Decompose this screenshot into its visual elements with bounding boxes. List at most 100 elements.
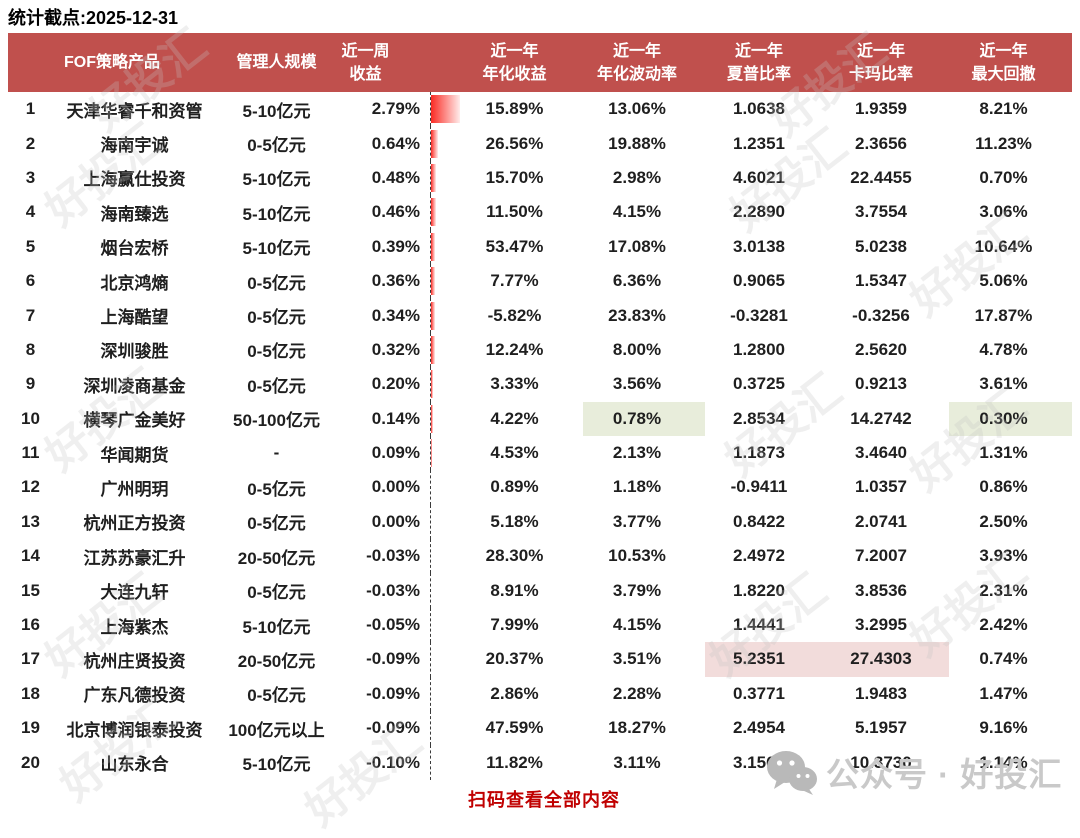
cell-volatility: 3.11% <box>613 752 661 772</box>
data-bar-lane <box>430 539 460 574</box>
cell-week-return: 0.00% <box>371 477 420 497</box>
cell-week-return: 0.36% <box>371 271 420 291</box>
cell-product-name: 海南臻选 <box>100 204 169 224</box>
cell-max-drawdown: 1.47% <box>979 683 1028 703</box>
cell-product-name: 山东永合 <box>100 755 169 775</box>
cell-product-name: 天津华睿千和资管 <box>66 101 203 121</box>
cell-sharpe: 0.9065 <box>733 271 785 291</box>
data-bar-lane <box>430 676 460 712</box>
data-bar-lane <box>430 367 460 402</box>
data-bar-lane <box>430 470 460 505</box>
cell-rank: 20 <box>21 752 40 772</box>
cell-rank: 5 <box>25 236 36 256</box>
cell-manager-scale: 5-10亿元 <box>242 617 311 637</box>
cell-product-name: 横琴广金美好 <box>83 411 186 431</box>
cell-sharpe: 2.4972 <box>733 546 785 566</box>
cell-manager-scale: 5-10亿元 <box>242 204 311 224</box>
cell-volatility: 8.00% <box>612 339 662 359</box>
cell-calmar: 10.3730 <box>850 752 912 772</box>
wechat-footer: 公众号 · 好投汇 <box>766 748 1062 796</box>
col-header-product: FOF策略产品 <box>64 54 160 71</box>
cell-sharpe: 1.4441 <box>733 615 785 635</box>
cell-max-drawdown: 0.74% <box>979 649 1028 669</box>
cell-week-return: 2.79% <box>371 99 420 119</box>
table-body: 1 天津华睿千和资管 5-10亿元 2.79% 15.89% 13.06% 1.0638 1.… <box>8 92 1072 780</box>
wechat-account-label: 公众号 · 好投汇 <box>826 756 1063 793</box>
cell-rank: 8 <box>25 339 36 359</box>
cell-max-drawdown: 2.31% <box>979 580 1028 600</box>
cell-calmar: 3.7554 <box>855 202 907 222</box>
cell-manager-scale: 0-5亿元 <box>247 583 306 603</box>
cell-calmar: 1.9359 <box>855 99 907 119</box>
cell-volatility: 2.13% <box>612 443 662 463</box>
cell-week-return: -0.09% <box>366 683 420 703</box>
cell-product-name: 北京鸿熵 <box>100 273 169 293</box>
table-row: 6 北京鸿熵 0-5亿元 0.36% 7.77% 6.36% 0.9065 1.5347 5.0… <box>8 263 1072 299</box>
table-row: 5 烟台宏桥 5-10亿元 0.39% 53.47% 17.08% 3.0138 5.0238… <box>8 229 1072 264</box>
data-bar-lane <box>430 229 460 264</box>
table-row: 19 北京博润银泰投资 100亿元以上 -0.09% 47.59% 18.27% 2.495… <box>8 711 1072 746</box>
cell-max-drawdown: 3.06% <box>979 202 1028 222</box>
cell-rank: 4 <box>25 202 36 222</box>
cell-rank: 16 <box>21 615 40 635</box>
scan-hint-text: 扫码查看全部内容 <box>468 790 620 810</box>
cell-volatility: 18.27% <box>608 718 666 738</box>
cell-max-drawdown: 2.42% <box>979 615 1028 635</box>
cell-sharpe: 1.8220 <box>733 580 785 600</box>
cell-sharpe: 0.3725 <box>733 374 785 394</box>
data-bar <box>431 301 435 330</box>
cell-manager-scale: 100亿元以上 <box>228 720 325 740</box>
cell-annual-return: 3.33% <box>490 374 539 394</box>
cell-annual-return: 7.77% <box>490 271 539 291</box>
cell-manager-scale: 20-50亿元 <box>237 548 316 568</box>
cell-manager-scale: 50-100亿元 <box>233 411 320 431</box>
cell-calmar: 1.5347 <box>855 271 907 291</box>
cell-sharpe: 2.2890 <box>733 202 785 222</box>
cell-annual-return: -5.82% <box>487 305 542 325</box>
cell-week-return: -0.10% <box>366 752 420 772</box>
cell-annual-return: 2.86% <box>490 683 539 703</box>
cell-max-drawdown: 10.64% <box>974 236 1033 256</box>
cell-volatility: 10.53% <box>608 546 666 566</box>
cell-annual-return: 11.50% <box>486 202 543 222</box>
cell-sharpe: -0.9411 <box>730 477 788 497</box>
cell-week-return: 0.48% <box>371 167 420 187</box>
cell-rank: 10 <box>21 408 40 428</box>
cell-volatility: 4.15% <box>612 202 662 222</box>
cell-sharpe: 4.6021 <box>733 167 785 187</box>
table-row: 10 横琴广金美好 50-100亿元 0.14% 4.22% 0.78% 2.8534 14.… <box>8 401 1072 436</box>
table-row: 15 大连九轩 0-5亿元 -0.03% 8.91% 3.79% 1.8220 3.8536 2… <box>8 573 1072 608</box>
data-bar-lane <box>430 642 460 677</box>
data-bar-lane <box>430 263 460 299</box>
data-bar <box>431 129 438 158</box>
data-bar-lane <box>430 504 460 540</box>
cell-annual-return: 28.30% <box>485 546 544 566</box>
cell-product-name: 海南宇诚 <box>100 136 169 156</box>
cell-calmar: -0.3256 <box>852 305 910 325</box>
cell-sharpe: 0.3771 <box>733 683 785 703</box>
cell-calmar: 2.3656 <box>855 133 907 153</box>
data-bar-lane <box>430 92 460 127</box>
data-bar-lane <box>430 401 460 436</box>
cell-annual-return: 12.24% <box>485 339 544 359</box>
cell-calmar: 27.4303 <box>827 642 949 677</box>
cell-manager-scale: 5-10亿元 <box>242 239 311 259</box>
cell-annual-return: 15.70% <box>485 167 544 187</box>
cell-sharpe: 1.0638 <box>733 99 785 119</box>
cell-week-return: -0.09% <box>366 718 420 738</box>
cell-product-name: 上海赢仕投资 <box>83 170 186 190</box>
cell-sharpe: -0.3281 <box>730 305 788 325</box>
cell-sharpe: 2.4954 <box>733 718 785 738</box>
data-bar <box>431 439 432 468</box>
cell-annual-return: 4.22% <box>490 408 539 428</box>
cell-volatility: 2.98% <box>612 167 662 187</box>
cell-calmar: 3.4640 <box>855 443 907 463</box>
data-bar <box>431 370 433 399</box>
cell-max-drawdown: 9.16% <box>979 718 1028 738</box>
col-header-sharpe: 近一年 夏普比率 <box>726 42 791 83</box>
cell-max-drawdown: 2.50% <box>979 511 1028 531</box>
cell-rank: 2 <box>25 133 36 153</box>
data-bar-lane <box>430 332 460 368</box>
cell-max-drawdown: 3.93% <box>979 546 1028 566</box>
cell-sharpe: 1.2351 <box>733 133 785 153</box>
